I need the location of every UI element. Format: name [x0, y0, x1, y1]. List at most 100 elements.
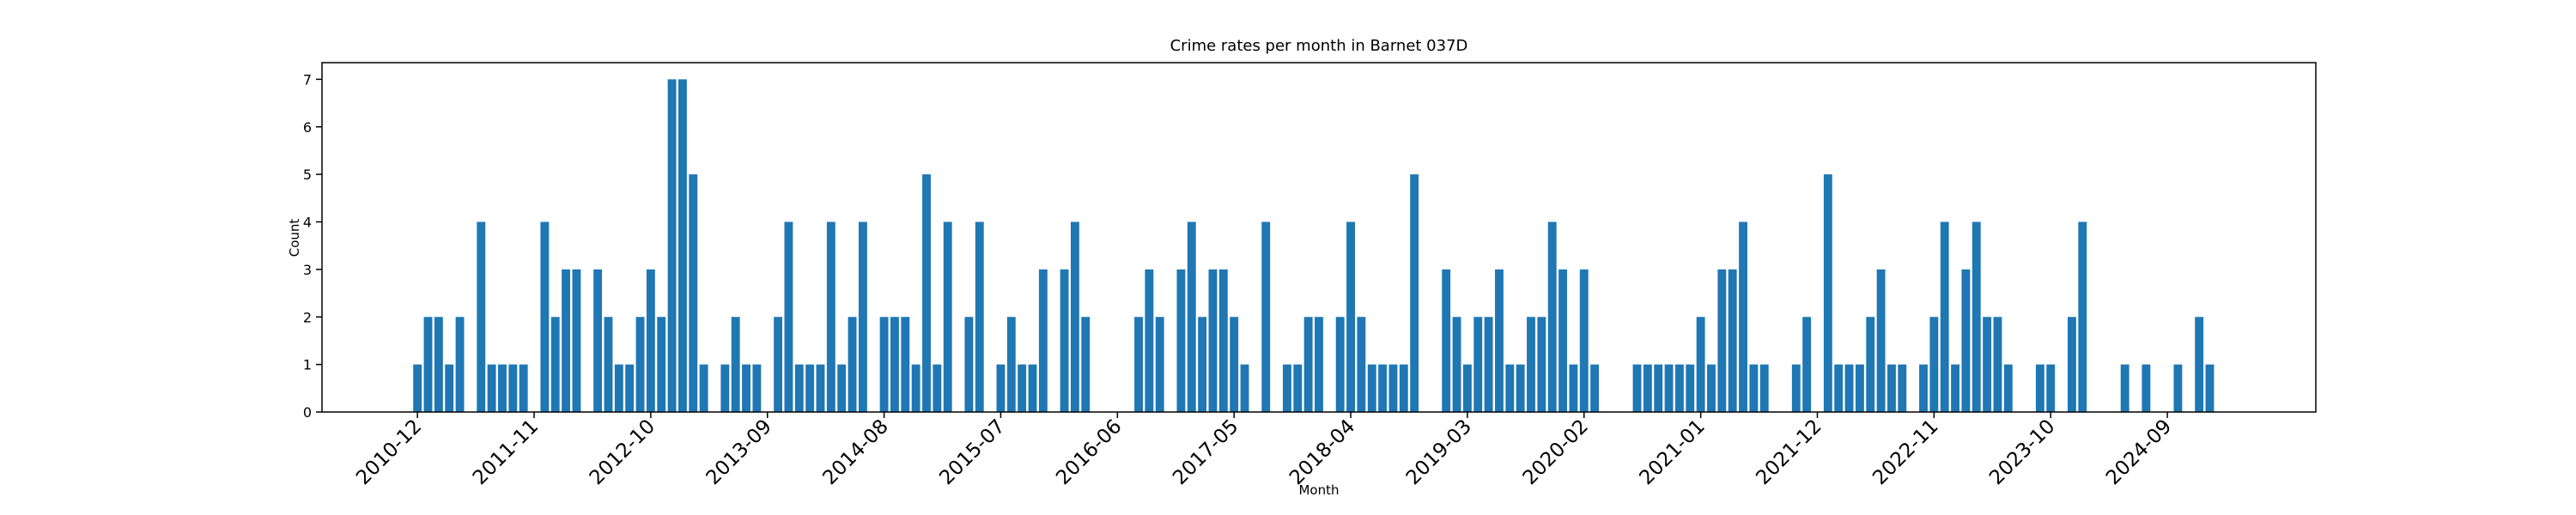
bar	[837, 364, 847, 412]
bar	[423, 317, 433, 412]
bar	[731, 317, 740, 412]
bar	[901, 317, 910, 412]
bar	[1240, 364, 1249, 412]
bar	[2195, 317, 2204, 412]
x-axis-label: Month	[1298, 482, 1339, 498]
bar	[1844, 364, 1854, 412]
bar	[943, 221, 952, 412]
bar	[742, 364, 750, 412]
bar	[1462, 364, 1472, 412]
x-tick-label: 2014-08	[819, 415, 893, 489]
bar	[487, 364, 496, 412]
bar	[689, 174, 698, 412]
bar	[1134, 317, 1143, 412]
bar	[1527, 317, 1535, 412]
bar	[964, 317, 974, 412]
y-tick-label: 3	[303, 262, 312, 278]
bar	[1696, 317, 1705, 412]
bar	[996, 364, 1005, 412]
y-tick-label: 2	[303, 309, 312, 325]
bar	[508, 364, 518, 412]
bar	[1208, 269, 1218, 412]
y-tick-label: 0	[303, 404, 312, 421]
chart-title: Crime rates per month in Barnet 037D	[1170, 37, 1468, 55]
bar	[1919, 364, 1928, 412]
bar	[625, 364, 635, 412]
bar	[1081, 317, 1091, 412]
bar	[2067, 317, 2076, 412]
x-tick-label: 2016-06	[1052, 415, 1126, 489]
bar	[858, 221, 867, 412]
bar	[1823, 174, 1832, 412]
y-tick-label: 1	[303, 357, 312, 373]
bar	[1176, 269, 1186, 412]
x-tick-label: 2015-07	[935, 415, 1009, 489]
bar	[1739, 221, 1747, 412]
bar	[562, 269, 571, 412]
bar	[1516, 364, 1525, 412]
bar	[794, 364, 804, 412]
bar	[1367, 364, 1376, 412]
x-tick-label: 2020-02	[1519, 415, 1593, 489]
bar	[933, 364, 942, 412]
bar	[1717, 269, 1727, 412]
bar	[848, 317, 857, 412]
bar	[774, 317, 783, 412]
bar	[1335, 317, 1345, 412]
bar	[1261, 221, 1271, 412]
bar	[498, 364, 507, 412]
bar	[1452, 317, 1461, 412]
bar	[1155, 317, 1164, 412]
bar	[614, 364, 623, 412]
bar	[1866, 317, 1875, 412]
bar	[1198, 317, 1207, 412]
bar	[1728, 269, 1737, 412]
bar	[1537, 317, 1546, 412]
bar	[890, 317, 899, 412]
bar	[699, 364, 708, 412]
bar	[445, 364, 454, 412]
bar	[1357, 317, 1366, 412]
bar	[657, 317, 666, 412]
bar	[784, 221, 793, 412]
bar	[1230, 317, 1239, 412]
y-tick-label: 5	[303, 167, 312, 183]
bar	[2173, 364, 2183, 412]
bar	[826, 221, 835, 412]
x-tick-label: 2021-12	[1752, 415, 1826, 489]
y-tick-label: 6	[303, 119, 312, 136]
bar	[1971, 221, 1981, 412]
bar	[1664, 364, 1674, 412]
bar	[572, 269, 581, 412]
bar	[2142, 364, 2151, 412]
bar	[1686, 364, 1695, 412]
bar	[1951, 364, 1960, 412]
bar	[1303, 317, 1313, 412]
bar	[1388, 364, 1398, 412]
bar	[1802, 317, 1812, 412]
bar	[1505, 364, 1515, 412]
bar	[1410, 174, 1419, 412]
x-tick-label: 2023-10	[1985, 415, 2059, 489]
bar	[2078, 221, 2087, 412]
bar	[1315, 317, 1323, 412]
bar	[1876, 269, 1886, 412]
x-tick-label: 2022-11	[1868, 415, 1942, 489]
bar	[2046, 364, 2056, 412]
y-tick-label: 4	[303, 215, 312, 231]
bar	[1759, 364, 1769, 412]
bar	[646, 269, 655, 412]
bar	[1218, 269, 1228, 412]
bar	[2035, 364, 2044, 412]
bar	[1473, 317, 1483, 412]
x-tick-label: 2019-03	[1402, 415, 1476, 489]
bar	[604, 317, 613, 412]
bar	[1855, 364, 1864, 412]
bar	[1442, 269, 1451, 412]
bar	[477, 221, 486, 412]
bar	[1654, 364, 1663, 412]
bar	[519, 364, 528, 412]
bar	[1983, 317, 1992, 412]
bar	[1749, 364, 1759, 412]
